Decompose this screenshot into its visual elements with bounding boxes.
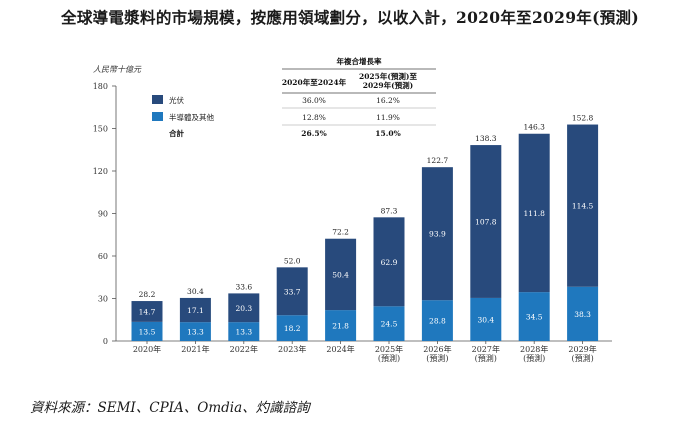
x-tick-label: (預測) [523,353,545,363]
bar-semiconductor [276,315,308,341]
x-tick-label: (預測) [571,353,593,363]
cagr-cell: 16.2% [376,96,400,105]
data-label-semiconductor: 34.5 [526,313,543,322]
bar-photovoltaic [276,267,308,316]
data-label-photovoltaic: 111.8 [523,209,545,218]
y-axis-label: 人民幣十億元 [93,65,142,74]
data-label-photovoltaic: 107.8 [475,218,497,227]
bar-photovoltaic [421,167,453,301]
y-tick-label: 150 [93,125,108,134]
bar-semiconductor [179,322,211,341]
x-tick-label: 2024年 [326,344,354,354]
x-tick-label: 2021年 [181,344,209,354]
y-tick-label: 0 [103,337,108,346]
chart-title: 全球導電漿料的市場規模，按應用領域劃分，以收入計，2020年至2029年(預測) [61,8,639,27]
data-label-total: 33.6 [235,282,252,291]
data-label-semiconductor: 28.8 [429,317,446,326]
data-label-photovoltaic: 14.7 [139,307,156,316]
bar-photovoltaic [373,217,405,307]
cagr-cell: 12.8% [302,113,326,122]
data-label-total: 30.4 [187,287,204,296]
data-label-semiconductor: 13.5 [139,327,156,336]
cagr-header: 年複合增長率 [337,56,382,66]
cagr-col-header: 2029年(預測) [363,80,413,90]
data-label-total: 87.3 [381,206,398,215]
bar-photovoltaic [470,145,502,298]
y-tick-label: 90 [98,210,108,219]
legend-swatch [152,112,163,121]
x-tick-label: 2025年 [375,344,403,354]
data-label-total: 138.3 [475,134,497,143]
cagr-col-header: 2020年至2024年 [282,77,347,87]
bar-semiconductor [131,321,163,341]
legend-label-total: 合計 [169,128,184,138]
data-label-photovoltaic: 62.9 [381,258,398,267]
data-label-semiconductor: 30.4 [477,315,494,324]
bar-semiconductor [518,292,550,341]
cagr-cell: 26.5% [301,129,326,138]
data-label-total: 52.0 [284,256,301,265]
x-tick-label: (預測) [475,353,497,363]
data-label-semiconductor: 24.5 [381,320,398,329]
bar-semiconductor [325,310,357,341]
cagr-cell: 36.0% [302,96,326,105]
legend-label: 半導體及其他 [169,112,214,122]
bar-semiconductor [421,300,453,341]
data-label-total: 146.3 [523,123,545,132]
cagr-cell: 15.0% [375,129,400,138]
data-label-semiconductor: 18.2 [284,324,301,333]
data-label-total: 28.2 [139,290,156,299]
x-tick-label: 2023年 [278,344,306,354]
legend-label: 光伏 [169,95,184,105]
data-label-semiconductor: 13.3 [187,328,204,337]
source-note: 資料來源：SEMI、CPIA、Omdia、灼識諮詢 [30,400,310,416]
x-tick-label: (預測) [426,353,448,363]
data-label-total: 72.2 [332,228,349,237]
cagr-col-header: 2025年(預測)至 [359,71,417,81]
bar-photovoltaic [518,133,550,293]
bar-photovoltaic [228,293,260,323]
data-label-semiconductor: 21.8 [332,322,349,331]
bar-photovoltaic [567,124,599,287]
bar-photovoltaic [179,297,211,323]
data-label-photovoltaic: 17.1 [187,306,204,315]
y-tick-label: 120 [93,167,108,176]
bar-semiconductor [470,297,502,341]
x-tick-label: 2026年 [423,344,451,354]
y-tick-label: 180 [93,82,108,91]
x-tick-label: 2028年 [520,344,548,354]
data-label-photovoltaic: 50.4 [332,270,349,279]
data-label-photovoltaic: 33.7 [284,287,301,296]
bar-photovoltaic [325,238,357,311]
x-tick-label: (預測) [378,353,400,363]
data-label-semiconductor: 13.3 [235,328,252,337]
bar-photovoltaic [131,301,163,322]
y-tick-label: 30 [98,295,108,304]
legend-swatch [152,95,163,104]
data-label-total: 152.8 [572,114,594,123]
bar-semiconductor [228,322,260,341]
cagr-cell: 11.9% [376,113,400,122]
x-tick-label: 2029年 [568,344,596,354]
data-label-semiconductor: 38.3 [574,310,591,319]
data-label-photovoltaic: 114.5 [572,202,594,211]
x-tick-label: 2022年 [230,344,258,354]
x-tick-label: 2020年 [133,344,161,354]
data-label-photovoltaic: 93.9 [429,230,446,239]
data-label-total: 122.7 [427,156,449,165]
bar-semiconductor [567,286,599,341]
y-tick-label: 60 [98,252,108,261]
data-label-photovoltaic: 20.3 [235,304,252,313]
x-tick-label: 2027年 [472,344,500,354]
bar-semiconductor [373,306,405,341]
